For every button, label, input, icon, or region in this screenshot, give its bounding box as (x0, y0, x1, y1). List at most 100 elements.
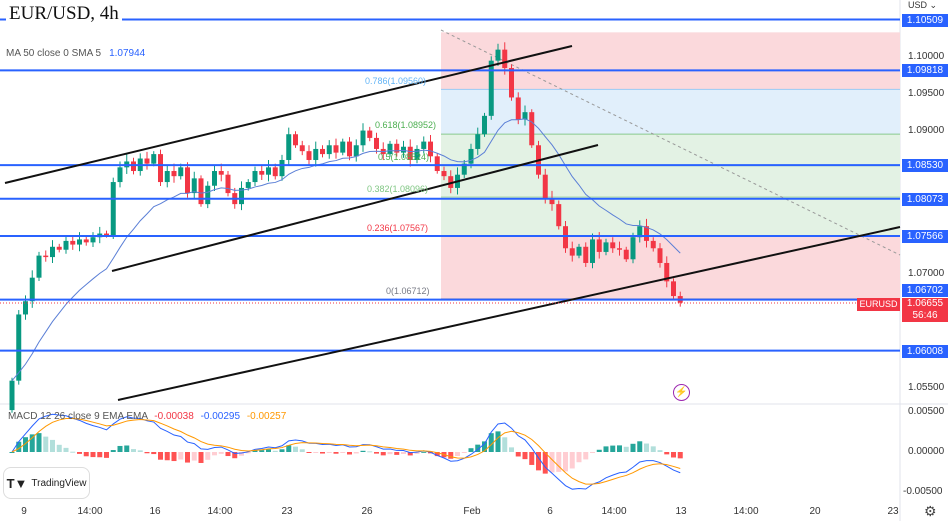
candle-body (279, 159, 285, 177)
candle-body (650, 240, 656, 249)
macd-histogram-bar (83, 452, 89, 457)
macd-histogram-bar (414, 452, 420, 454)
macd-histogram-bar (630, 443, 636, 452)
tradingview-logo[interactable]: T▼ TradingView (3, 467, 90, 499)
candle-body (198, 178, 204, 205)
trend-channel-line (117, 226, 901, 401)
currency-selector[interactable]: USD ⌄ (908, 0, 938, 10)
candle-body (131, 161, 136, 172)
candle-body (144, 158, 150, 164)
fib-zone-top (441, 32, 900, 90)
macd-histogram-bar (326, 452, 332, 453)
candle-body (110, 182, 116, 236)
ma-line (11, 118, 681, 381)
macd-histogram-bar (556, 452, 562, 472)
candle-body (421, 141, 427, 149)
macd-histogram-bar (407, 452, 413, 456)
trend-channel-line (4, 45, 573, 184)
candle-body (63, 240, 69, 250)
candle-body (259, 171, 265, 175)
candle-body (56, 246, 62, 250)
bar-countdown: 56:46 (912, 310, 938, 321)
macd-histogram-bar (245, 452, 251, 454)
macd-histogram-bar (124, 445, 130, 452)
lightning-icon[interactable]: ⚡ (673, 384, 690, 401)
candle-body (657, 248, 663, 263)
macd-histogram-bar (293, 446, 298, 452)
candle-body (205, 185, 211, 205)
macd-histogram-bar (542, 452, 548, 474)
macd-histogram-bar (164, 452, 170, 461)
fib-zone-618 (441, 134, 900, 236)
candle-body (644, 226, 649, 241)
candle-body (664, 262, 670, 282)
macd-histogram-bar (117, 445, 123, 452)
price-tick: 1.05500 (908, 382, 945, 393)
candle-body (509, 68, 514, 98)
macd-histogram-bar (380, 452, 386, 456)
trend-channel-line (111, 144, 599, 272)
candle-body (569, 248, 575, 256)
candle-body (299, 145, 305, 152)
candle-body (117, 167, 123, 183)
macd-histogram-bar (549, 452, 555, 473)
candle-body (326, 145, 332, 155)
candle-body (374, 137, 379, 149)
macd-histogram-bar (212, 452, 217, 456)
candle-body (171, 171, 177, 177)
candle-body (603, 242, 609, 252)
time-tick: 14:00 (77, 506, 103, 517)
macd-histogram-bar (16, 441, 22, 452)
macd-histogram-bar (144, 452, 150, 454)
level-price-tag: 1.06008 (902, 344, 948, 358)
candle-body (590, 239, 595, 263)
macd-histogram-bar (509, 447, 514, 452)
candle-body (407, 146, 413, 160)
candle-body (70, 240, 76, 245)
time-tick: Feb (463, 506, 481, 517)
current-price: 1.06655 (906, 298, 944, 309)
candle-body (272, 167, 278, 177)
candle-body (448, 176, 454, 188)
candle-body (306, 151, 312, 160)
candle-body (468, 148, 474, 164)
macd-histogram-bar (272, 450, 278, 452)
macd-histogram-bar (529, 452, 535, 465)
candle-body (394, 143, 400, 153)
macd-histogram-bar (151, 452, 157, 455)
macd-histogram-bar (137, 450, 143, 452)
time-tick: 9 (21, 506, 27, 517)
ma-legend-value: 1.07944 (109, 48, 146, 59)
candle-body (596, 239, 602, 252)
price-tick: 1.07000 (908, 268, 945, 279)
macd-histogram-bar (23, 437, 28, 452)
macd-histogram-bar (590, 452, 595, 453)
candle-body (434, 156, 440, 172)
fib-label: 0.382(1.08096) (367, 184, 429, 194)
macd-histogram-bar (191, 452, 197, 461)
settings-gear-icon[interactable]: ⚙ (924, 503, 937, 519)
candle-body (502, 49, 508, 69)
macd-histogram-bar (50, 439, 55, 452)
macd-histogram-bar (178, 452, 184, 460)
candle-body (50, 246, 55, 258)
candle-body (563, 226, 568, 249)
candle-body (495, 49, 501, 61)
macd-histogram-bar (9, 452, 15, 453)
macd-histogram-bar (70, 451, 76, 453)
candle-body (23, 301, 28, 315)
ma-legend: MA 50 close 0 SMA 5 1.07944 (6, 48, 145, 59)
macd-histogram-bar (63, 447, 69, 452)
fib-label: 0.618(1.08952) (375, 120, 437, 130)
candle-body (293, 134, 298, 146)
time-tick: 23 (887, 506, 899, 517)
macd-histogram-bar (306, 452, 312, 453)
candle-body (556, 204, 562, 227)
candle-body (428, 141, 433, 157)
candle-body (286, 134, 292, 160)
fib-label: 0.5(1.08524) (378, 152, 430, 162)
candle-body (185, 167, 190, 194)
macd-histogram-bar (536, 452, 541, 471)
candle-body (583, 246, 589, 263)
